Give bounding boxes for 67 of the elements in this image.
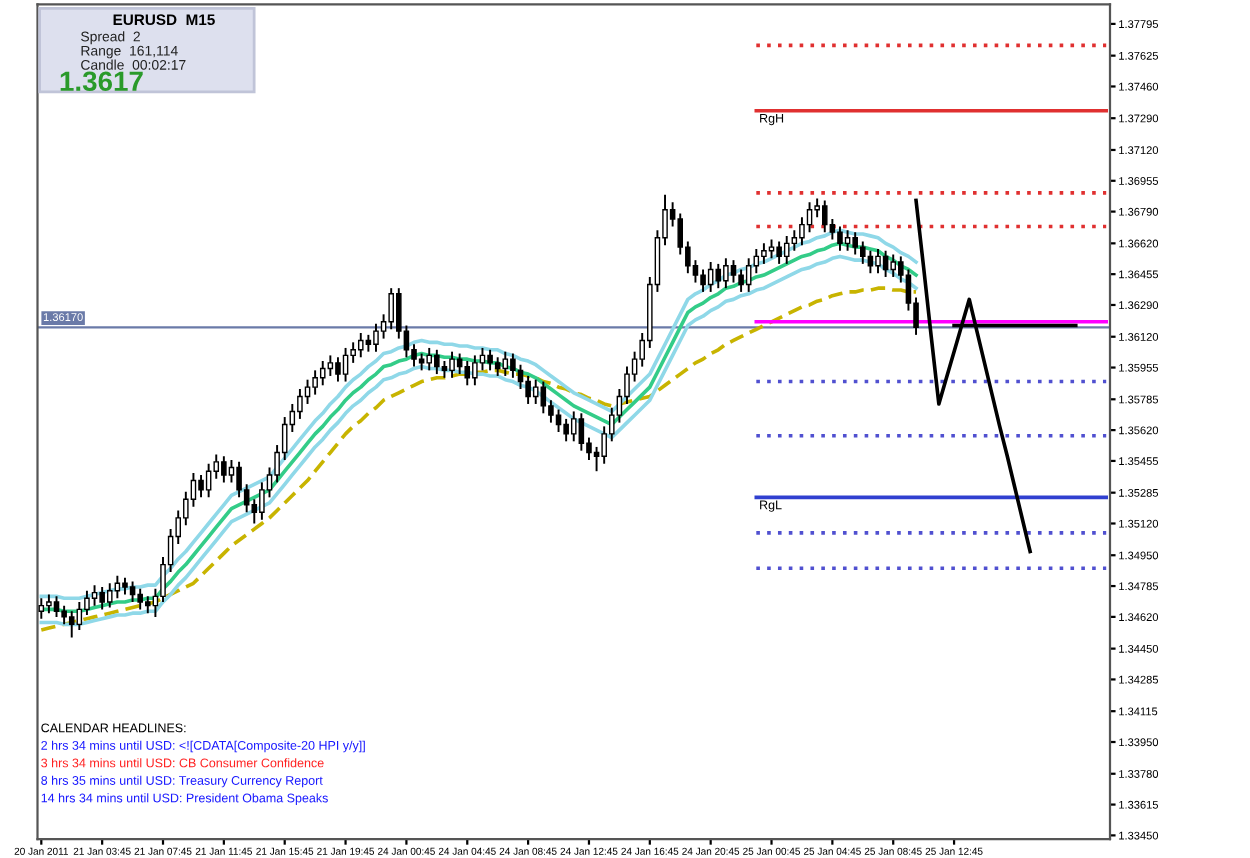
candlestick — [510, 352, 516, 379]
candlestick — [426, 346, 433, 372]
candlestick — [221, 455, 227, 484]
candlestick — [745, 257, 752, 293]
candlestick — [487, 348, 493, 372]
candlestick — [494, 356, 501, 377]
candlestick — [38, 597, 45, 620]
candlestick — [578, 412, 585, 452]
candlestick — [768, 238, 775, 260]
candlestick — [61, 604, 67, 626]
candlestick — [570, 410, 577, 443]
candlestick — [860, 240, 866, 265]
candlestick — [137, 587, 143, 611]
candlestick — [327, 354, 334, 377]
candlestick — [806, 201, 813, 234]
candlestick — [479, 346, 486, 372]
candlestick — [532, 378, 539, 405]
candlestick — [312, 369, 318, 396]
candlestick — [875, 247, 881, 275]
candlestick — [205, 462, 212, 499]
candlestick — [783, 234, 790, 265]
candlestick — [319, 360, 326, 387]
candlestick — [555, 408, 562, 433]
candlestick — [502, 350, 509, 377]
candlestick — [76, 600, 83, 631]
candlestick — [304, 378, 311, 405]
candlestick — [738, 268, 744, 293]
candlestick — [46, 593, 52, 615]
candlestick — [236, 460, 242, 499]
candlestick — [730, 259, 737, 284]
candlestick — [106, 582, 113, 609]
candlestick — [297, 388, 303, 420]
candlestick — [723, 257, 729, 290]
candlestick — [776, 240, 782, 265]
candlestick — [844, 229, 851, 252]
candlestick — [852, 231, 858, 256]
candlestick — [707, 261, 714, 293]
candlestick — [837, 225, 843, 252]
annotation: 1.3617 — [60, 71, 143, 92]
candlestick — [373, 322, 379, 353]
candlestick — [259, 481, 265, 521]
candlestick — [525, 374, 531, 405]
candlestick — [456, 352, 463, 376]
candlestick — [799, 216, 805, 247]
candlestick — [388, 287, 394, 331]
candlestick — [99, 586, 105, 611]
candlestick — [715, 262, 722, 290]
candlestick — [464, 360, 471, 387]
candlestick — [228, 459, 235, 484]
candlestick — [53, 595, 60, 618]
candlestick — [129, 580, 136, 603]
candlestick — [540, 380, 547, 415]
candlestick — [890, 253, 897, 278]
candlestick — [198, 473, 204, 499]
candlestick — [563, 417, 569, 443]
candlestick — [68, 610, 75, 639]
candlestick — [357, 332, 364, 359]
candlestick — [791, 229, 798, 252]
candlestick — [335, 356, 341, 383]
candlestick — [700, 268, 706, 293]
candlestick — [761, 242, 767, 265]
candlestick — [91, 584, 98, 607]
candlestick — [449, 350, 455, 379]
candlestick — [434, 348, 440, 376]
candlestick — [342, 346, 349, 383]
candlestick — [821, 199, 828, 234]
candlestick — [472, 354, 478, 387]
